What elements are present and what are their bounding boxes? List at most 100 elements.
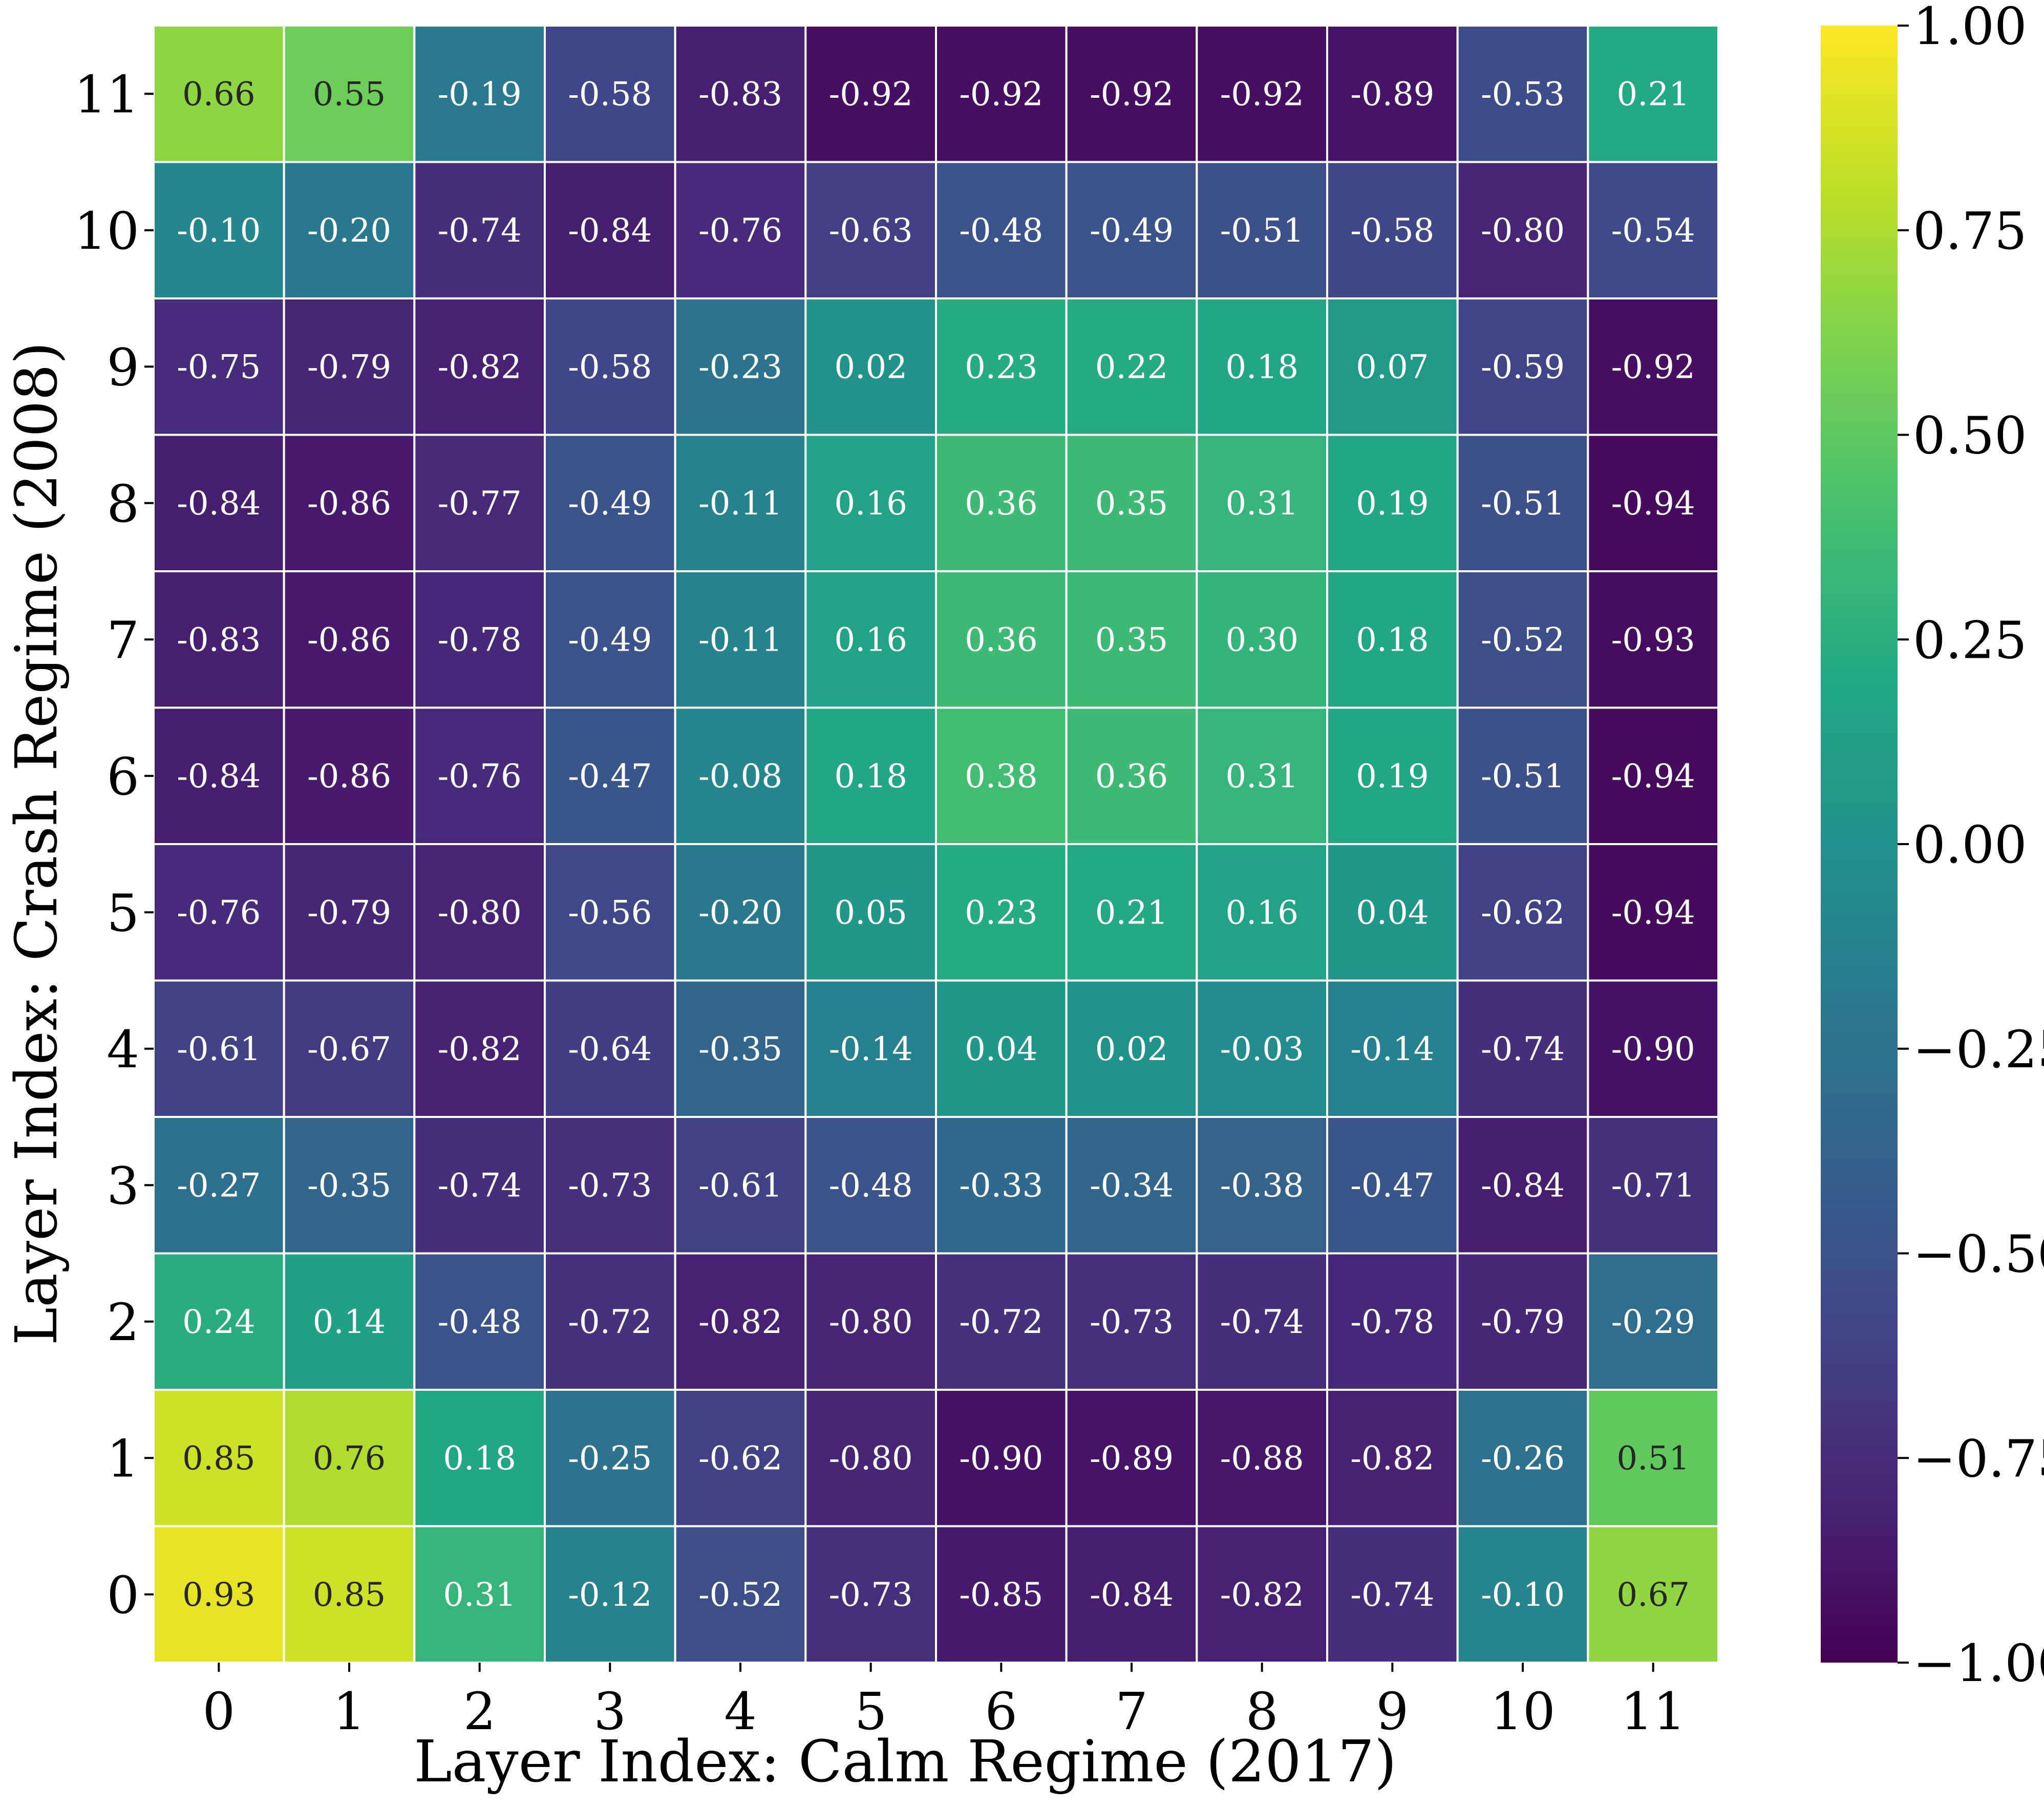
cell-value-label: -0.29 [1611, 1303, 1695, 1341]
colorbar-tick-label: −1.00 [1913, 1633, 2044, 1693]
x-tick-label: 3 [594, 1682, 627, 1741]
cell-value-label: -0.52 [698, 1576, 782, 1614]
heatmap-cell [674, 1389, 807, 1527]
heatmap-cell [804, 1116, 938, 1255]
cell-value-label: -0.73 [568, 1167, 652, 1204]
heatmap-cells [153, 25, 1719, 1664]
x-axis-label: Layer Index: Calm Regime (2017) [414, 1729, 1396, 1795]
heatmap-cell [674, 706, 807, 845]
cell-value-label: -0.86 [307, 485, 391, 523]
y-tick-label: 10 [74, 201, 139, 261]
cell-value-label: -0.73 [829, 1576, 913, 1614]
y-tick-label: 9 [107, 337, 139, 397]
heatmap-cell [283, 570, 416, 709]
heatmap-cell [1196, 570, 1328, 709]
heatmap-cell [674, 979, 807, 1118]
heatmap-cell [283, 843, 416, 982]
y-tick-label: 4 [107, 1020, 139, 1080]
cell-value-label: -0.79 [307, 894, 391, 932]
cell-value-label: -0.67 [307, 1030, 391, 1068]
heatmap-cell [1587, 1389, 1719, 1527]
heatmap-cell [1587, 570, 1719, 709]
cell-value-label: -0.92 [1220, 75, 1304, 113]
cell-value-label: -0.85 [959, 1576, 1043, 1614]
cell-value-label: -0.10 [177, 212, 261, 250]
cell-value-label: 0.16 [834, 485, 907, 523]
cell-value-label: -0.48 [959, 212, 1043, 250]
cell-value-label: -0.76 [177, 894, 261, 932]
cell-value-label: -0.03 [1220, 1030, 1304, 1068]
x-tick-label: 7 [1115, 1682, 1148, 1741]
cell-value-label: -0.84 [177, 485, 261, 523]
cell-value-label: -0.38 [1220, 1167, 1304, 1204]
colorbar-bar [1821, 26, 1898, 1663]
colorbar-tick-label: 0.50 [1913, 406, 2027, 466]
cell-value-label: -0.94 [1611, 758, 1695, 795]
colorbar: 1.00 0.75 0.50 0.25 0.00 −0.25 −0.50 −0.75 −1.00 [1821, 0, 2044, 1693]
cell-value-label: -0.47 [568, 758, 652, 795]
cell-value-label: -0.94 [1611, 485, 1695, 523]
cell-value-label: -0.94 [1611, 894, 1695, 932]
cell-value-label: -0.48 [829, 1167, 913, 1204]
cell-value-label: 0.18 [1225, 348, 1298, 386]
cell-value-label: -0.88 [1220, 1439, 1304, 1477]
heatmap-cell [1326, 843, 1459, 982]
cell-value-label: 0.35 [1095, 621, 1168, 659]
cell-value-label: 0.21 [1616, 75, 1690, 113]
cell-value-label: -0.89 [1350, 75, 1434, 113]
y-tick-label: 11 [74, 64, 139, 124]
heatmap-cell [544, 1116, 676, 1255]
heatmap-cell [674, 1116, 807, 1255]
cell-value-label: -0.93 [1611, 621, 1695, 659]
cell-value-label: -0.84 [568, 212, 652, 250]
cell-value-label: -0.11 [698, 621, 782, 659]
cell-value-label: -0.23 [698, 348, 782, 386]
heatmap-cell [544, 706, 676, 845]
y-tick-label: 0 [107, 1565, 139, 1625]
x-tick-label: 9 [1376, 1682, 1409, 1741]
cell-value-label: 0.04 [1356, 894, 1429, 932]
cell-value-label: -0.63 [829, 212, 913, 250]
cell-value-label: -0.47 [1350, 1167, 1434, 1204]
heatmap-cell [935, 706, 1068, 845]
heatmap-cell [413, 706, 546, 845]
heatmap-cell [413, 434, 546, 572]
cell-value-label: 0.14 [313, 1303, 386, 1341]
cell-value-label: -0.51 [1481, 758, 1565, 795]
cell-value-label: -0.35 [698, 1030, 782, 1068]
heatmap-cell [935, 979, 1068, 1118]
cell-value-label: -0.62 [1481, 894, 1565, 932]
heatmap-cell [1456, 297, 1589, 436]
cell-value-label: -0.74 [1350, 1576, 1434, 1614]
heatmap-cell [153, 706, 285, 845]
heatmap-cell [1587, 297, 1719, 436]
cell-value-label: 0.21 [1095, 894, 1168, 932]
heatmap-cell [804, 979, 938, 1118]
cell-value-label: -0.61 [177, 1030, 261, 1068]
heatmap-cell [935, 25, 1068, 163]
cell-value-label: -0.82 [1220, 1576, 1304, 1614]
cell-value-label: -0.92 [829, 75, 913, 113]
cell-value-label: 0.18 [1356, 621, 1429, 659]
cell-value-label: 0.23 [965, 894, 1038, 932]
heatmap-cell [283, 434, 416, 572]
cell-value-label: -0.49 [1090, 212, 1174, 250]
cell-value-label: 0.67 [1616, 1576, 1690, 1614]
cell-value-label: 0.19 [1356, 485, 1429, 523]
y-tick-labels: 0 1 2 3 4 5 6 7 8 9 10 11 [74, 64, 139, 1625]
heatmap-cell [804, 434, 938, 572]
cell-value-label: 0.02 [1095, 1030, 1168, 1068]
cell-value-label: -0.84 [177, 758, 261, 795]
cell-value-label: -0.14 [829, 1030, 913, 1068]
cell-value-label: -0.71 [1611, 1167, 1695, 1204]
colorbar-tick-label: 0.75 [1913, 201, 2027, 261]
cell-value-label: -0.79 [307, 348, 391, 386]
cell-value-label: -0.48 [438, 1303, 522, 1341]
cell-value-label: -0.20 [698, 894, 782, 932]
heatmap-cell [674, 570, 807, 709]
heatmap-cell [1065, 434, 1198, 572]
heatmap-cell [1587, 706, 1719, 845]
cell-value-label: 0.18 [834, 758, 907, 795]
y-tick-label: 1 [107, 1429, 139, 1489]
